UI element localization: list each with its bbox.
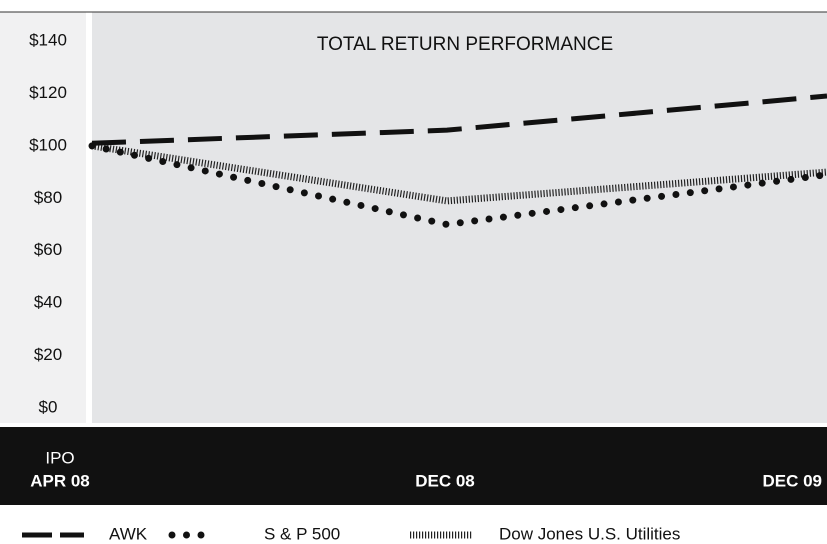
y-tick-label: $80 [34, 188, 62, 207]
x-tick-label: APR 08 [30, 471, 90, 490]
y-tick-label: $100 [29, 135, 67, 154]
y-tick-label: $60 [34, 240, 62, 259]
legend-label: AWK [109, 524, 148, 543]
y-tick-label: $140 [29, 30, 67, 49]
y-tick-label: $120 [29, 83, 67, 102]
y-tick-label: $0 [39, 397, 58, 416]
y-tick-label: $20 [34, 345, 62, 364]
annotation: IPO [45, 448, 74, 467]
x-tick-label: DEC 08 [415, 471, 475, 490]
legend-label: S & P 500 [264, 524, 340, 543]
legend-label: Dow Jones U.S. Utilities [499, 524, 680, 543]
axis-panel [0, 12, 86, 423]
series-line [91, 93, 827, 146]
x-tick-label: DEC 09 [762, 471, 822, 490]
x-axis-band [0, 427, 827, 505]
chart-title: TOTAL RETURN PERFORMANCE [317, 34, 613, 55]
series-line [88, 142, 827, 229]
plot-area [92, 12, 827, 423]
y-tick-label: $40 [34, 293, 62, 312]
